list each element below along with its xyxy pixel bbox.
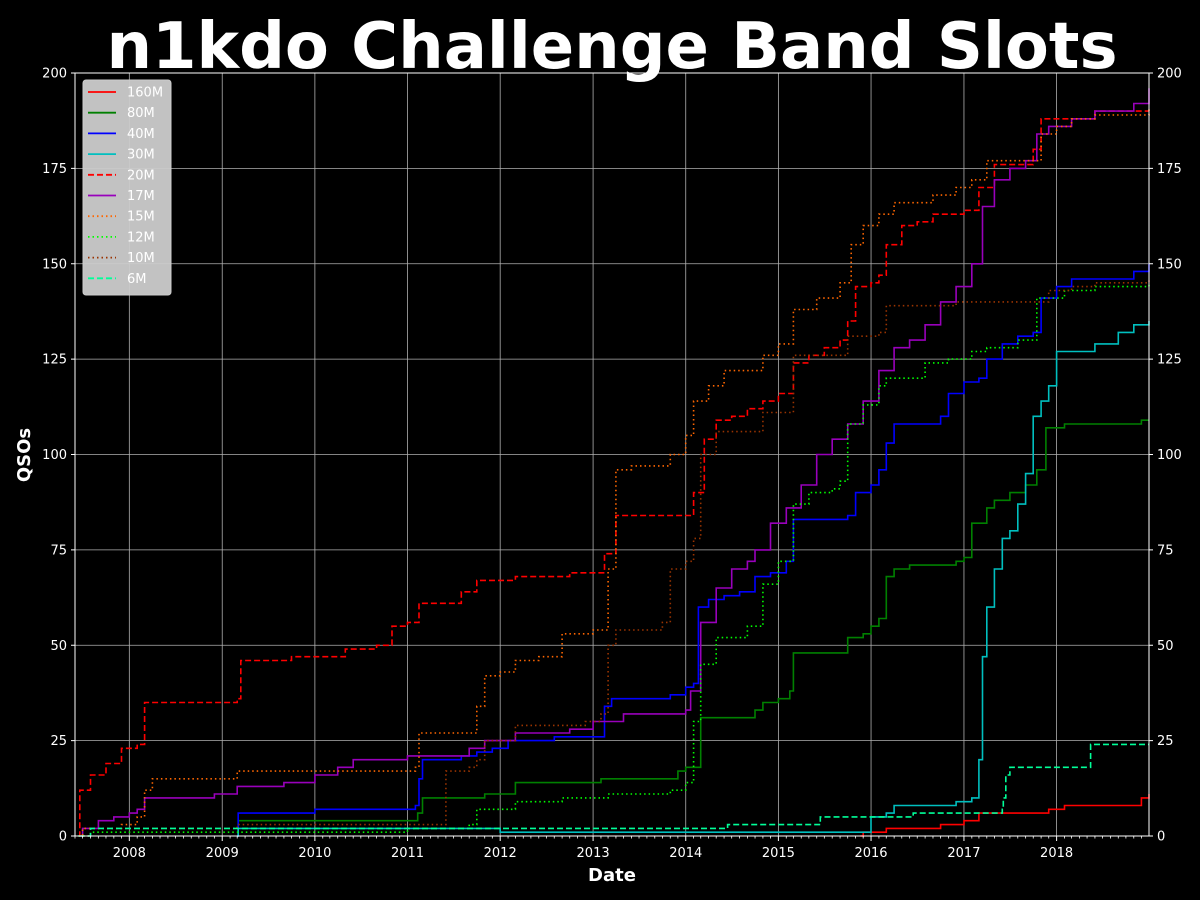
legend-label-40m: 40M (127, 127, 155, 142)
series-lines (78, 88, 1150, 837)
x-tick-label: 2014 (669, 846, 702, 861)
y-tick-label: 50 (50, 639, 67, 654)
x-tick-label: 2008 (113, 846, 146, 861)
axis-ticks: 0 0 25 25 50 50 75 75 100 100 125 125 150 150 175 175 20… (42, 67, 1182, 862)
legend-label-20m: 20M (127, 168, 155, 183)
y-tick-label-right: 0 (1157, 830, 1165, 845)
y-tick-label-right: 125 (1157, 353, 1182, 368)
legend-label-17m: 17M (127, 189, 155, 204)
y-tick-label: 100 (42, 448, 67, 463)
series-line-15m (78, 107, 1150, 837)
legend-label-15m: 15M (127, 210, 155, 225)
y-tick-label-right: 25 (1157, 734, 1174, 749)
x-tick-label: 2017 (947, 846, 980, 861)
legend-label-12m: 12M (127, 230, 155, 245)
legend-label-160m: 160M (127, 86, 163, 101)
x-tick-label: 2010 (298, 846, 331, 861)
legend-label-80m: 80M (127, 106, 155, 121)
x-tick-label: 2016 (854, 846, 887, 861)
legend-label-6m: 6M (127, 272, 147, 287)
y-tick-label: 200 (42, 67, 67, 82)
chart-title: n1kdo Challenge Band Slots (106, 10, 1117, 84)
legend: 160M 80M 40M 30M 20M 17M 15M 12M 10M 6M (82, 79, 172, 296)
y-tick-label: 0 (59, 830, 67, 845)
y-axis-label: QSOs (14, 428, 35, 482)
y-tick-label: 150 (42, 257, 67, 272)
y-tick-label: 125 (42, 353, 67, 368)
series-line-12m (78, 282, 1150, 837)
y-tick-label: 75 (50, 543, 67, 558)
y-tick-label-right: 50 (1157, 639, 1174, 654)
series-line-6m (78, 743, 1149, 837)
x-tick-label: 2012 (484, 846, 517, 861)
legend-label-10m: 10M (127, 251, 155, 266)
y-tick-label-right: 100 (1157, 448, 1182, 463)
series-line-17m (78, 88, 1150, 837)
y-tick-label-right: 175 (1157, 162, 1182, 177)
x-tick-label: 2018 (1040, 846, 1073, 861)
x-tick-label: 2009 (206, 846, 239, 861)
x-axis-label: Date (588, 865, 636, 886)
series-line-10m (78, 279, 1150, 837)
series-line-80m (237, 419, 1149, 837)
y-tick-label: 175 (42, 162, 67, 177)
y-tick-label-right: 150 (1157, 257, 1182, 272)
y-tick-label-right: 200 (1157, 67, 1182, 82)
series-line-20m (78, 110, 1149, 837)
x-tick-label: 2013 (577, 846, 610, 861)
x-tick-label: 2011 (391, 846, 424, 861)
y-tick-label-right: 75 (1157, 543, 1174, 558)
y-tick-label: 25 (50, 734, 67, 749)
series-line-160m (860, 794, 1150, 837)
x-tick-label: 2015 (762, 846, 795, 861)
series-line-30m (237, 321, 1150, 837)
legend-label-30m: 30M (127, 148, 155, 163)
